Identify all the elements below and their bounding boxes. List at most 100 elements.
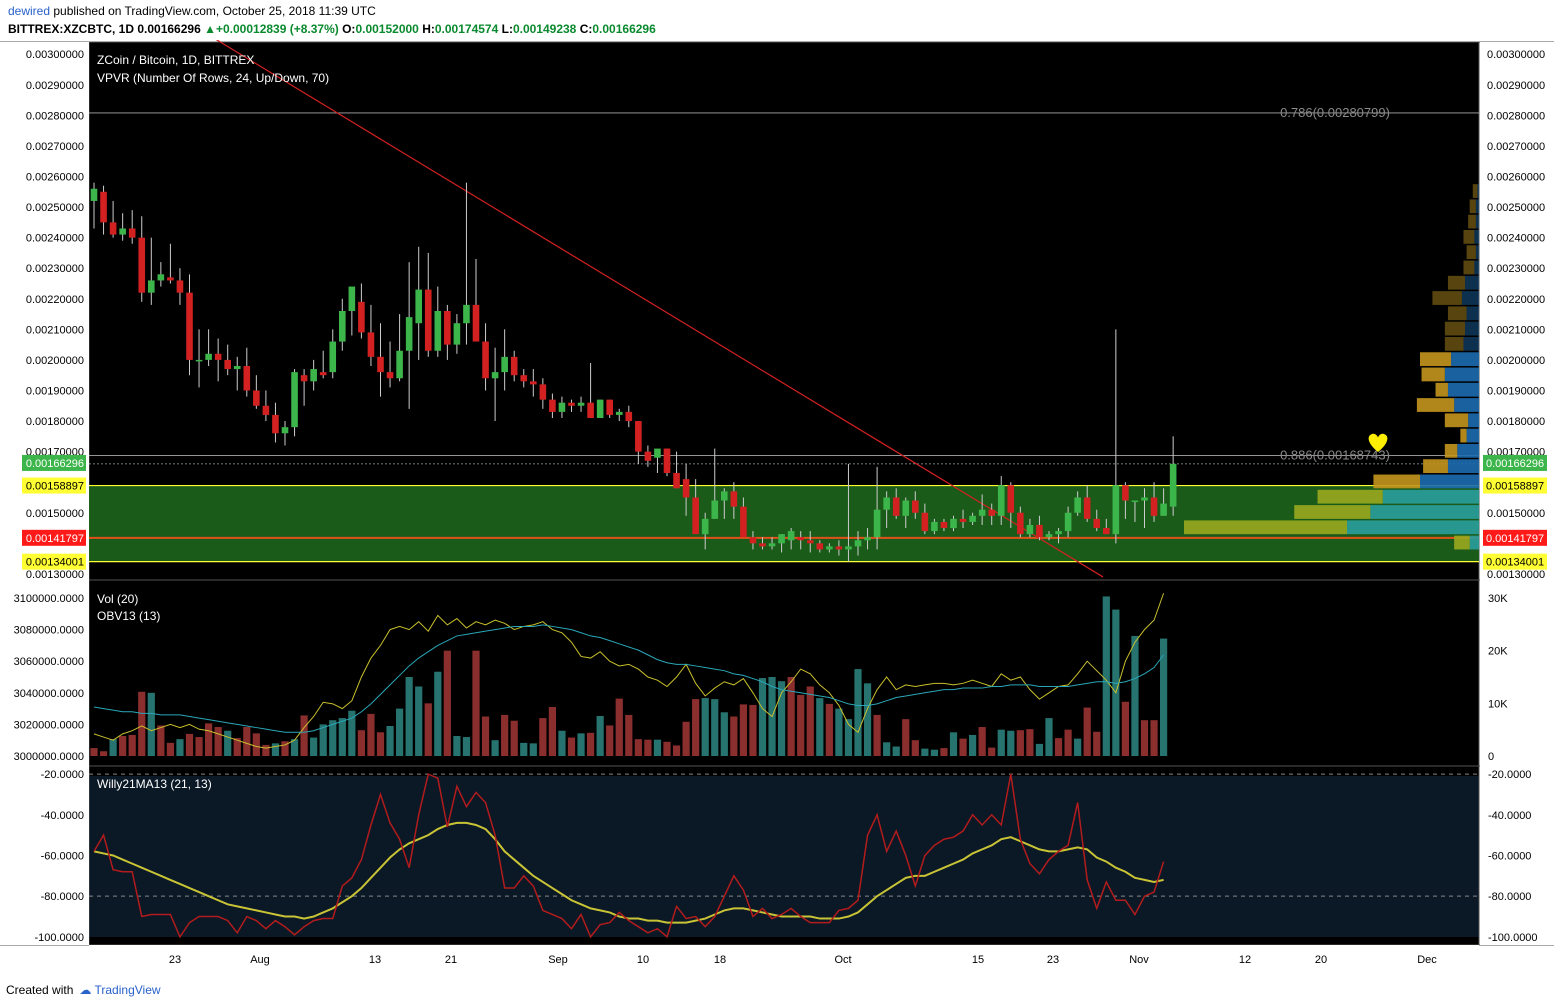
volume-bar (424, 703, 432, 756)
candle-body (568, 402, 575, 406)
price-tick-right: 0.00220000 (1487, 294, 1545, 306)
price-tick-left: 0.00210000 (26, 324, 84, 336)
vp-up-bar (1466, 428, 1479, 443)
chart-canvas[interactable]: 0.786(0.00280799) 0.886(0.00168743) ZCoin … (0, 40, 1554, 975)
tradingview-logo[interactable]: ☁ TradingView (79, 983, 160, 997)
candle-body (806, 540, 814, 544)
volume-bar (109, 739, 117, 756)
volume-bar (1140, 720, 1149, 756)
time-tick: Aug (250, 954, 270, 966)
candle-body (224, 359, 231, 370)
time-tick: 13 (369, 954, 381, 966)
price-tick-right: 0.00260000 (1487, 172, 1545, 184)
price-tick-right: 0.00150000 (1487, 508, 1545, 520)
candle-body (233, 366, 241, 370)
candle-body (157, 274, 165, 281)
vp-down-bar (1463, 260, 1475, 275)
willy-tick-right: -20.0000 (1488, 769, 1531, 781)
volume-bar (338, 718, 346, 756)
volume-bar (1131, 635, 1139, 756)
time-tick: 23 (169, 954, 181, 966)
vp-up-bar (1347, 520, 1479, 535)
price-tick-left: 0.00180000 (26, 416, 84, 428)
candle-body (921, 512, 929, 532)
open-value: 0.00152000 (355, 22, 419, 36)
price-tick-right: 0.00250000 (1487, 202, 1545, 214)
close-label: C: (579, 22, 593, 36)
volume-bar (701, 698, 709, 756)
volume-bar (252, 733, 260, 756)
candle-body (90, 188, 98, 201)
time-tick: 21 (445, 954, 457, 966)
author-link[interactable]: dewired (8, 4, 51, 18)
time-tick: Oct (834, 954, 851, 966)
candle-body (701, 518, 709, 535)
candle-body (845, 546, 852, 550)
volume-bar (443, 650, 451, 756)
volume-bar (892, 746, 900, 756)
volume-bar (615, 698, 623, 756)
volume-bar (969, 734, 977, 756)
volume-bar (357, 730, 365, 756)
triangle-up-icon: ▲ (204, 22, 216, 36)
candle-body (1007, 485, 1015, 513)
willy-tick-left: -60.0000 (41, 850, 84, 862)
price-tick-left: 0.00290000 (26, 80, 84, 92)
volume-bar (99, 751, 108, 756)
vp-down-bar (1317, 489, 1383, 504)
volume-bar (501, 714, 509, 756)
vp-down-bar (1444, 321, 1466, 336)
willy-tick-left: -100.0000 (34, 932, 84, 944)
candle-body (119, 228, 126, 235)
candle-body (721, 491, 728, 501)
candle-body (1036, 524, 1043, 538)
price-tag-left-bg (22, 529, 86, 546)
price-tick-left: 0.00150000 (26, 508, 84, 520)
volume-bar (510, 720, 518, 756)
vp-down-bar (1421, 367, 1445, 382)
candle-body (530, 381, 537, 385)
price-tick-left: 0.00130000 (26, 569, 84, 581)
volume-bar (434, 671, 442, 756)
candle-body (711, 500, 719, 519)
obv-line (93, 593, 1165, 749)
volume-bar (386, 725, 394, 756)
price-tick-right: 0.00180000 (1487, 416, 1545, 428)
price-tag-right: 0.00158897 (1486, 481, 1544, 493)
fib-label: 0.886(0.00168743) (1280, 447, 1390, 462)
price-tick-left: 0.00280000 (26, 110, 84, 122)
publish-info: dewired published on TradingView.com, Oc… (8, 4, 376, 18)
volume-bar (1054, 738, 1063, 756)
volume-bar (300, 715, 308, 756)
vpvr-label: VPVR (Number Of Rows, 24, Up/Down, 70) (97, 71, 329, 85)
candle-body (873, 509, 881, 538)
candle-body (978, 509, 986, 516)
volume-bar (195, 737, 203, 756)
vp-down-bar (1184, 520, 1348, 535)
price-tick-right: 0.00300000 (1487, 49, 1545, 61)
volume-bar (1102, 596, 1110, 756)
candle-body (835, 546, 843, 550)
obv-tick: 3040000.0000 (14, 688, 84, 700)
volume-bar (224, 730, 232, 756)
obv-tick: 3020000.0000 (14, 719, 84, 731)
candle-body (463, 304, 470, 324)
time-tick: Sep (548, 954, 568, 966)
candle-body (396, 350, 403, 379)
price-tick-left: 0.00250000 (26, 202, 84, 214)
candle-body (310, 369, 317, 382)
vp-up-bar (1465, 275, 1479, 290)
willy-tick-right: -60.0000 (1488, 850, 1531, 862)
close-value: 0.00166296 (592, 22, 656, 36)
willy-tick-right: -40.0000 (1488, 810, 1531, 822)
volume-bar (634, 739, 642, 756)
candle-body (1093, 518, 1101, 529)
volume-tick: 30K (1488, 593, 1508, 605)
heart-icon (1368, 433, 1388, 452)
vp-up-bar (1469, 535, 1479, 550)
candle-body (673, 473, 680, 489)
price-tick-left: 0.00260000 (26, 172, 84, 184)
volume-bar (1026, 729, 1034, 756)
candle-body (348, 286, 356, 311)
price-tick-left: 0.00220000 (26, 294, 84, 306)
